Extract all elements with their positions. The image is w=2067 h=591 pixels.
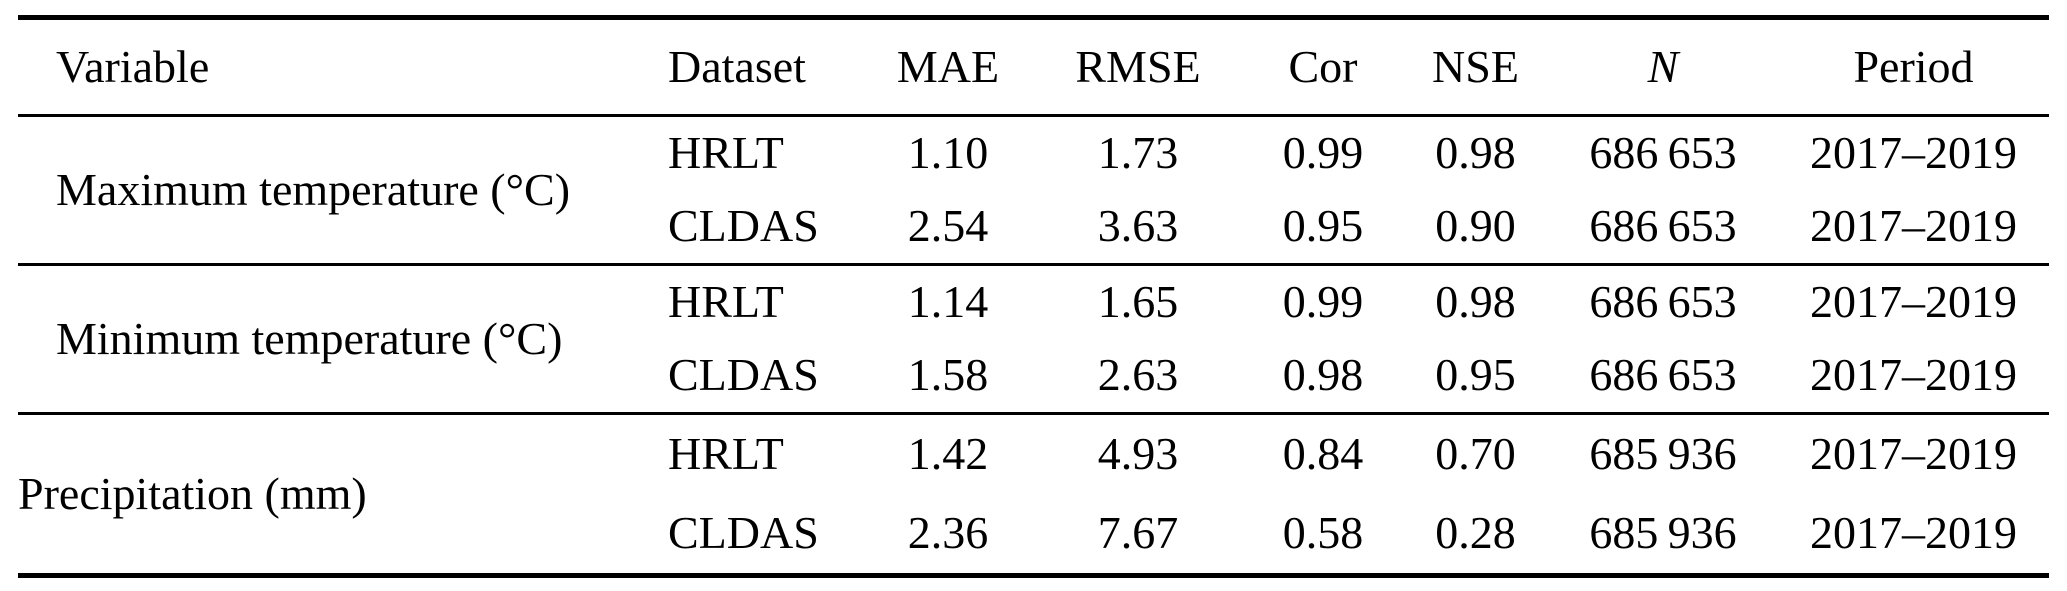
- variable-cell: Precipitation (mm): [18, 467, 367, 519]
- table-row: Precipitation (mm) HRLT 1.42 4.93 0.84 0…: [18, 414, 2049, 519]
- period-cell: 2017–2019: [1810, 276, 2017, 327]
- rmse-cell: 7.67: [1097, 507, 1179, 558]
- table-row: CLDAS 2.54 3.63 0.95 0.90 686 653 2017–2…: [18, 190, 2049, 265]
- period-cell: 2017–2019: [1810, 428, 2017, 479]
- table-header: Variable Dataset MAE RMSE Cor NSE N Peri…: [18, 17, 2049, 116]
- nse-cell: 0.98: [1435, 127, 1516, 178]
- dataset-cell: CLDAS: [668, 200, 819, 251]
- cor-cell: 0.58: [1282, 507, 1364, 558]
- column-header-n: N: [1647, 41, 1679, 92]
- paper-table-sheet: Variable Dataset MAE RMSE Cor NSE N Peri…: [18, 15, 2049, 578]
- column-header-period: Period: [1853, 41, 1974, 92]
- header-row: Variable Dataset MAE RMSE Cor NSE N Peri…: [18, 17, 2049, 116]
- mae-cell: 2.54: [907, 200, 989, 251]
- n-cell: 685 936: [1589, 428, 1737, 479]
- column-header-nse: NSE: [1432, 41, 1519, 92]
- group-minimum-temperature: Minimum temperature (°C) HRLT 1.14 1.65 …: [18, 265, 2049, 414]
- table-row: Minimum temperature (°C) HRLT 1.14 1.65 …: [18, 265, 2049, 364]
- column-header-mae: MAE: [896, 41, 1000, 92]
- mae-cell: 2.36: [907, 507, 989, 558]
- dataset-cell: CLDAS: [668, 507, 819, 558]
- period-cell: 2017–2019: [1810, 349, 2017, 400]
- table-row: Maximum temperature (°C) HRLT 1.10 1.73 …: [18, 116, 2049, 215]
- rmse-cell: 4.93: [1097, 428, 1179, 479]
- cor-cell: 0.84: [1282, 428, 1364, 479]
- table-row: CLDAS 1.58 2.63 0.98 0.95 686 653 2017–2…: [18, 339, 2049, 414]
- dataset-cell: HRLT: [668, 127, 784, 178]
- rmse-cell: 3.63: [1097, 200, 1179, 251]
- period-cell: 2017–2019: [1810, 507, 2017, 558]
- cor-cell: 0.99: [1282, 276, 1364, 327]
- variable-cell: Minimum temperature (°C): [56, 312, 563, 364]
- column-header-rmse: RMSE: [1075, 41, 1201, 92]
- nse-cell: 0.28: [1435, 507, 1516, 558]
- cor-cell: 0.98: [1282, 349, 1364, 400]
- mae-cell: 1.14: [907, 276, 989, 327]
- n-cell: 686 653: [1589, 349, 1737, 400]
- rmse-cell: 2.63: [1097, 349, 1179, 400]
- cor-cell: 0.99: [1282, 127, 1364, 178]
- n-cell: 686 653: [1589, 276, 1737, 327]
- nse-cell: 0.98: [1435, 276, 1516, 327]
- column-header-variable: Variable: [56, 41, 210, 92]
- column-header-dataset: Dataset: [668, 41, 806, 92]
- n-cell: 686 653: [1589, 200, 1737, 251]
- variable-cell: Maximum temperature (°C): [56, 163, 571, 215]
- mae-cell: 1.42: [907, 428, 989, 479]
- validation-statistics-table: Variable Dataset MAE RMSE Cor NSE N Peri…: [18, 15, 2049, 578]
- cor-cell: 0.95: [1282, 200, 1364, 251]
- column-header-cor: Cor: [1288, 41, 1358, 92]
- group-maximum-temperature: Maximum temperature (°C) HRLT 1.10 1.73 …: [18, 116, 2049, 265]
- n-cell: 686 653: [1589, 127, 1737, 178]
- period-cell: 2017–2019: [1810, 127, 2017, 178]
- nse-cell: 0.95: [1435, 349, 1516, 400]
- table-row: CLDAS 2.36 7.67 0.58 0.28 685 936 2017–2…: [18, 494, 2049, 576]
- period-cell: 2017–2019: [1810, 200, 2017, 251]
- mae-cell: 1.58: [907, 349, 989, 400]
- rmse-cell: 1.65: [1097, 276, 1179, 327]
- dataset-cell: HRLT: [668, 276, 784, 327]
- rmse-cell: 1.73: [1097, 127, 1179, 178]
- group-precipitation: Precipitation (mm) HRLT 1.42 4.93 0.84 0…: [18, 414, 2049, 576]
- dataset-cell: HRLT: [668, 428, 784, 479]
- nse-cell: 0.70: [1435, 428, 1516, 479]
- nse-cell: 0.90: [1435, 200, 1516, 251]
- n-cell: 685 936: [1589, 507, 1737, 558]
- mae-cell: 1.10: [907, 127, 989, 178]
- dataset-cell: CLDAS: [668, 349, 819, 400]
